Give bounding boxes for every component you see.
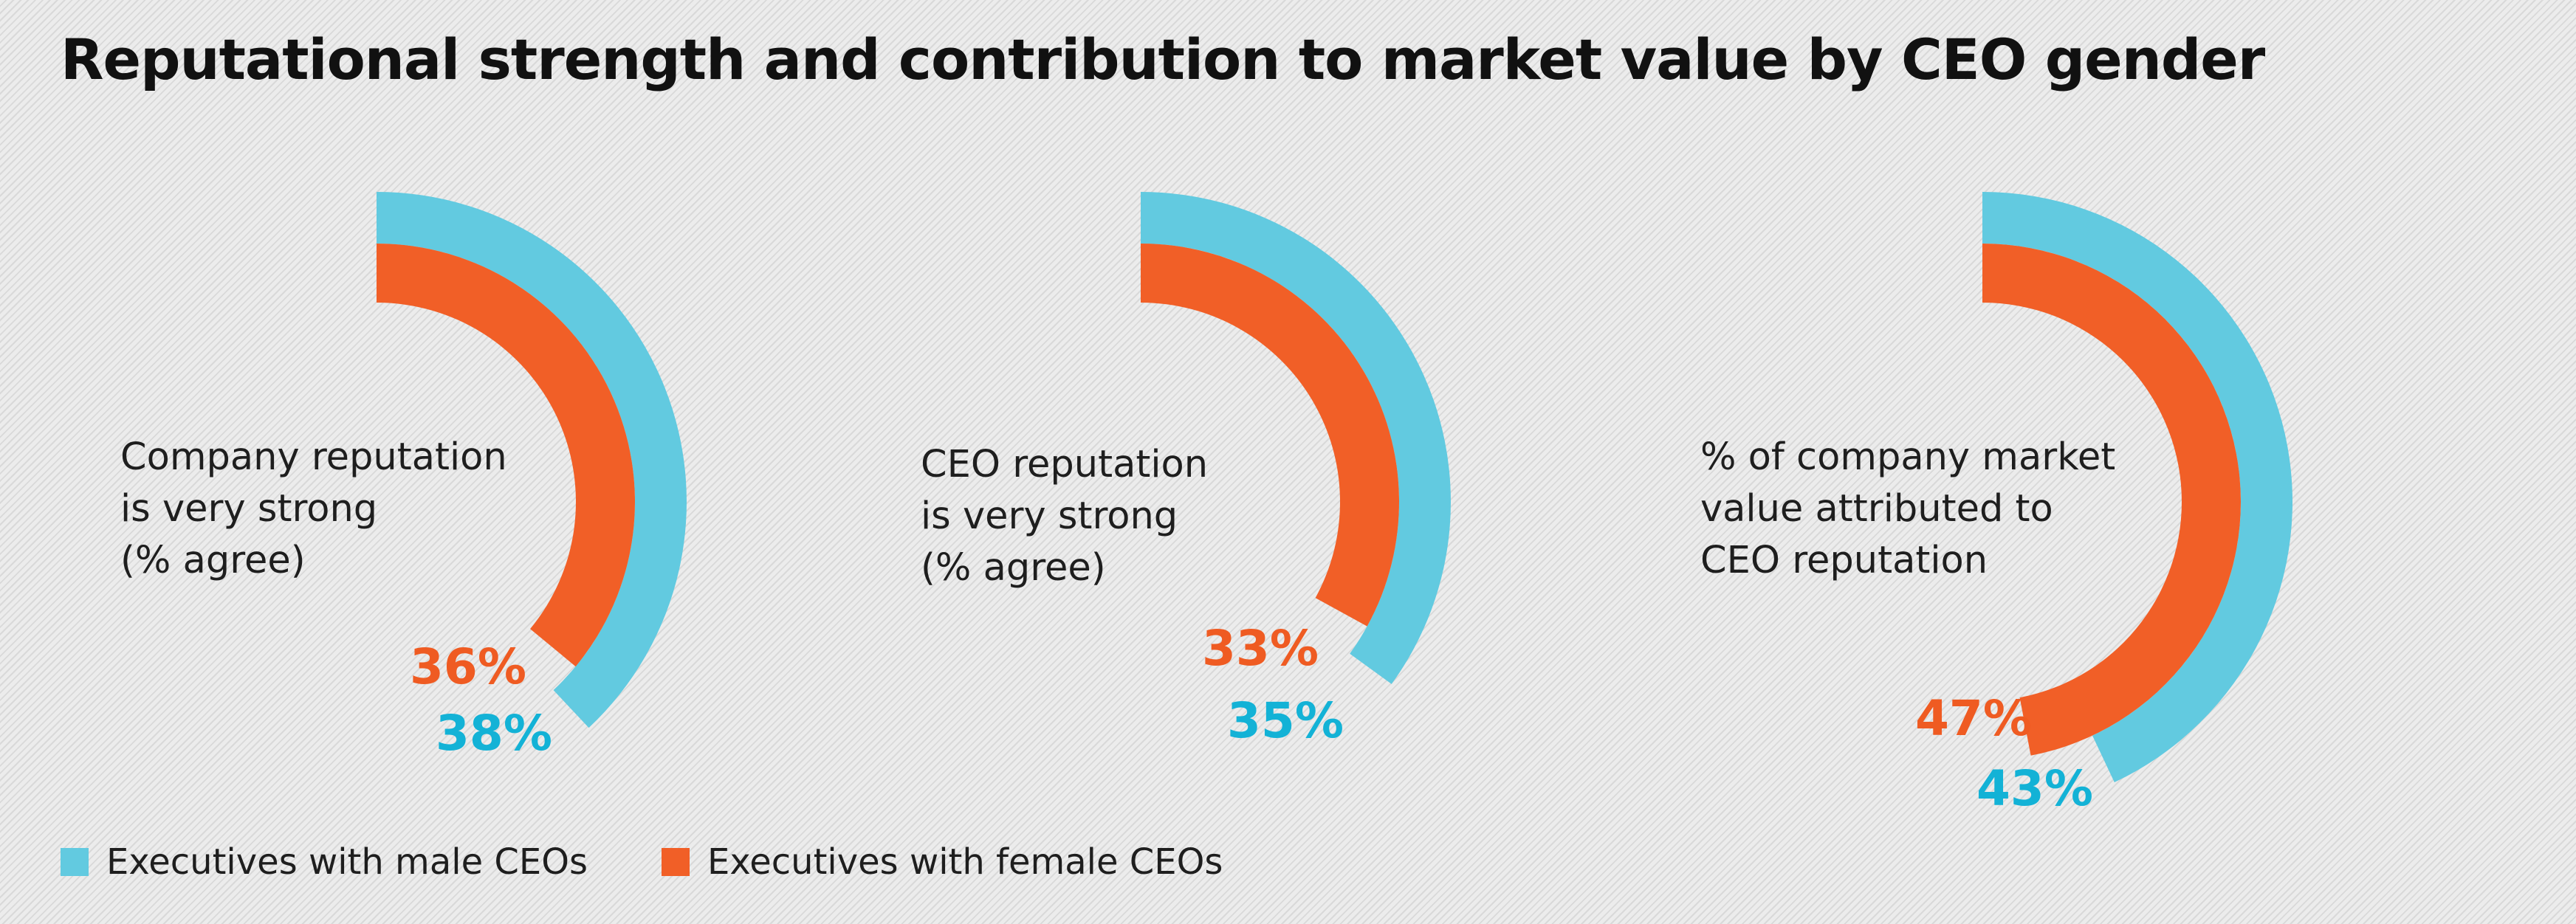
chart-label-1: Company reputation is very strong (% agree… xyxy=(120,432,507,587)
arc-male-1 xyxy=(377,192,687,728)
chart-label-line: (% agree) xyxy=(921,546,1106,590)
value-label-female-2: 33% xyxy=(1202,620,1319,677)
legend-item-female: Executives with female CEOs xyxy=(661,841,1223,883)
chart-label-line: value attributed to xyxy=(1700,487,2053,531)
legend-swatch-male xyxy=(61,848,89,876)
arc-female-3 xyxy=(1982,244,2242,756)
chart-title: Reputational strength and contribution t… xyxy=(61,27,2265,92)
value-label-male-1: 38% xyxy=(436,705,552,762)
chart-label-line: (% agree) xyxy=(120,539,306,582)
chart-label-line: % of company market xyxy=(1700,435,2116,479)
chart-label-line: CEO reputation xyxy=(921,443,1209,486)
value-label-male-3: 43% xyxy=(1976,760,2093,817)
chart-label-line: CEO reputation xyxy=(1700,539,1988,582)
legend-label-male: Executives with male CEOs xyxy=(106,841,588,883)
arc-male-2 xyxy=(1141,192,1451,684)
legend-item-male: Executives with male CEOs xyxy=(61,841,588,883)
arc-female-1 xyxy=(377,244,635,667)
chart-label-3: % of company market value attributed to CE… xyxy=(1700,432,2115,587)
legend-swatch-female xyxy=(661,848,690,876)
arc-female-2 xyxy=(1141,244,1399,627)
legend: Executives with male CEOs Executives wit… xyxy=(61,841,1296,883)
value-label-female-3: 47% xyxy=(1915,690,2032,747)
arc-male-3 xyxy=(1982,192,2292,783)
radial-chart-2 xyxy=(1141,192,1451,684)
chart-label-line: is very strong xyxy=(921,494,1178,538)
legend-label-female: Executives with female CEOs xyxy=(707,841,1223,883)
value-label-female-1: 36% xyxy=(410,638,526,695)
radial-chart-3 xyxy=(1982,192,2292,783)
chart-label-2: CEO reputation is very strong (% agree) xyxy=(921,439,1208,594)
chart-label-line: Company reputation xyxy=(120,435,507,479)
chart-label-line: is very strong xyxy=(120,487,378,531)
value-label-male-2: 35% xyxy=(1227,692,1344,749)
radial-chart-1 xyxy=(377,192,687,728)
